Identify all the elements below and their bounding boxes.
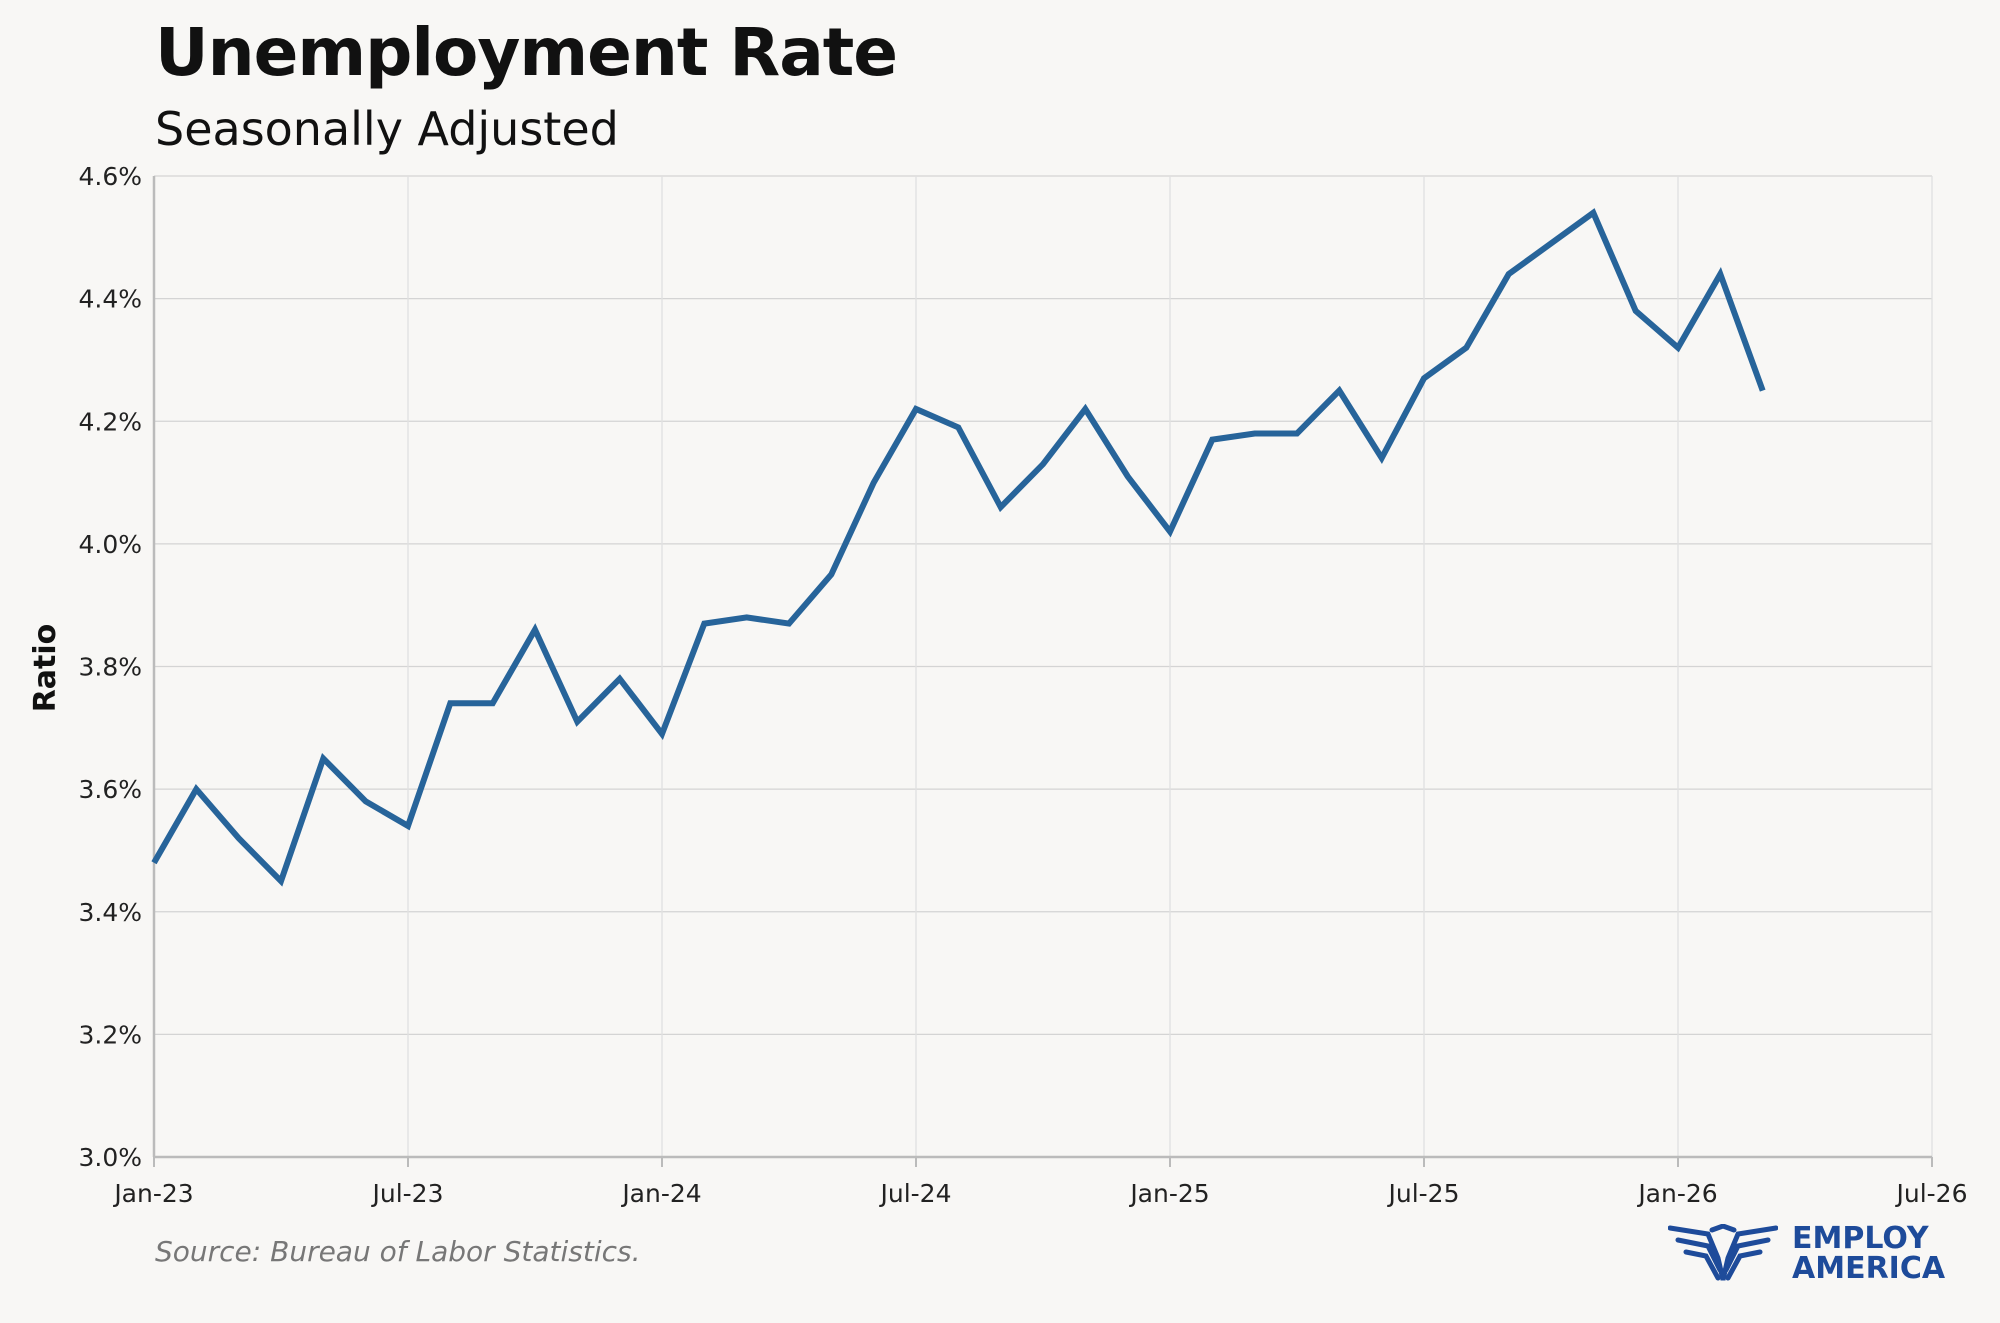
x-tick-label: Jul-23: [371, 1179, 444, 1208]
source-note: Source: Bureau of Labor Statistics.: [155, 1235, 641, 1268]
x-tick-label: Jan-25: [1128, 1179, 1209, 1208]
y-tick-label: 4.0%: [78, 530, 142, 559]
logo-line2: AMERICA: [1792, 1251, 1946, 1286]
x-tick-label: Jan-24: [620, 1179, 701, 1208]
chart-subtitle: Seasonally Adjusted: [155, 102, 619, 156]
y-tick-label: 4.6%: [78, 162, 142, 191]
y-tick-label: 4.4%: [78, 285, 142, 314]
eagle-icon: [1668, 1224, 1778, 1281]
x-tick-label: Jul-25: [1387, 1179, 1460, 1208]
x-tick-label: Jul-26: [1895, 1179, 1968, 1208]
y-tick-label: 3.0%: [78, 1143, 142, 1172]
y-tick-label: 4.2%: [78, 407, 142, 436]
chart-title: Unemployment Rate: [155, 14, 898, 91]
x-tick-label: Jan-23: [112, 1179, 193, 1208]
x-tick-label: Jan-26: [1636, 1179, 1717, 1208]
y-axis-label: Ratio: [28, 624, 63, 713]
employ-america-logo: EMPLOY AMERICA: [1668, 1224, 1945, 1284]
y-tick-label: 3.2%: [78, 1020, 142, 1049]
x-tick-label: Jul-24: [879, 1179, 952, 1208]
logo-line1: EMPLOY: [1792, 1221, 1929, 1256]
y-tick-label: 3.8%: [78, 653, 142, 682]
y-tick-label: 3.6%: [78, 775, 142, 804]
unemployment-rate-line: [151, 208, 1766, 887]
y-tick-label: 3.4%: [78, 898, 142, 927]
